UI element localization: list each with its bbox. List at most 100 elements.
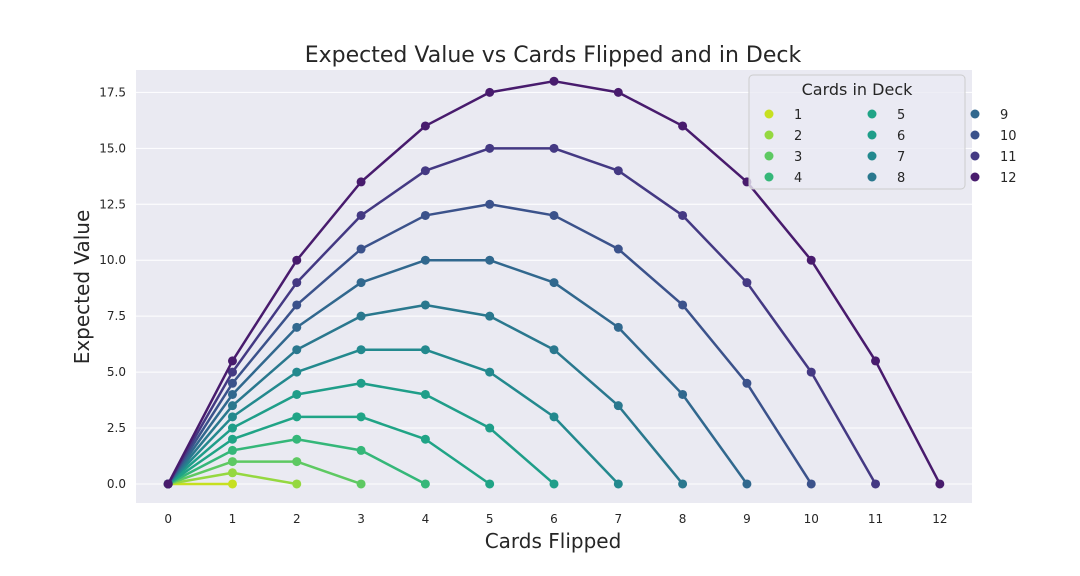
data-point: [227, 367, 237, 377]
data-point: [613, 244, 623, 254]
series-line: [167, 147, 877, 485]
chart-title: Expected Value vs Cards Flipped and in D…: [305, 43, 802, 68]
data-point: [678, 210, 688, 220]
data-point: [356, 378, 366, 388]
legend-label: 9: [1000, 108, 1008, 123]
legend-label: 3: [794, 150, 802, 165]
legend-item: 2: [764, 129, 802, 144]
data-point: [356, 479, 366, 489]
data-point: [806, 367, 816, 377]
data-point: [420, 345, 430, 355]
data-point: [678, 300, 688, 310]
data-point: [613, 322, 623, 332]
data-point: [227, 356, 237, 366]
legend-label: 12: [1000, 171, 1017, 186]
data-point: [227, 423, 237, 433]
data-point: [292, 434, 302, 444]
legend-marker: [970, 172, 980, 182]
legend-marker: [867, 109, 877, 119]
legend-marker: [764, 109, 774, 119]
y-tick-label: 10.0: [99, 253, 126, 267]
legend-item: 7: [867, 150, 905, 165]
y-axis-ticks: 0.0 2.5 5.0 7.5 10.0 12.5 15.0 17.5: [99, 85, 126, 491]
data-point: [485, 311, 495, 321]
data-point: [292, 322, 302, 332]
data-point: [742, 378, 752, 388]
data-point: [742, 278, 752, 288]
legend-label: 10: [1000, 129, 1017, 144]
x-tick-label: 5: [486, 512, 494, 526]
data-point: [227, 468, 237, 478]
legend-label: 5: [897, 108, 905, 123]
x-tick-label: 8: [679, 512, 687, 526]
series-8: [163, 300, 688, 489]
data-point: [549, 143, 559, 153]
legend-label: 2: [794, 129, 802, 144]
data-point: [485, 255, 495, 265]
data-point: [806, 479, 816, 489]
series-line: [167, 348, 620, 485]
data-point: [227, 412, 237, 422]
legend-box: [748, 74, 966, 190]
x-tick-label: 11: [868, 512, 883, 526]
x-tick-label: 10: [804, 512, 819, 526]
legend-marker: [970, 151, 980, 161]
data-point: [871, 479, 881, 489]
data-point: [420, 121, 430, 131]
data-point: [613, 87, 623, 97]
data-point: [420, 166, 430, 176]
data-point: [678, 479, 688, 489]
data-point: [613, 166, 623, 176]
x-tick-label: 6: [550, 512, 558, 526]
legend-item: 6: [867, 129, 905, 144]
legend-item: 1: [764, 108, 802, 123]
data-point: [420, 479, 430, 489]
series-10: [163, 199, 816, 489]
data-point: [356, 445, 366, 455]
data-point: [549, 479, 559, 489]
legend-label: 6: [897, 129, 905, 144]
data-point: [485, 199, 495, 209]
data-point: [549, 412, 559, 422]
data-point: [806, 255, 816, 265]
x-tick-label: 9: [743, 512, 751, 526]
series-line: [167, 460, 362, 486]
series-group: [163, 76, 945, 489]
data-point: [292, 457, 302, 467]
data-point: [292, 255, 302, 265]
data-point: [292, 412, 302, 422]
y-tick-label: 15.0: [99, 141, 126, 155]
legend-item: 3: [764, 150, 802, 165]
data-point: [292, 300, 302, 310]
data-point: [292, 345, 302, 355]
legend-marker: [764, 172, 774, 182]
legend-item: 9: [970, 108, 1008, 123]
data-point: [292, 479, 302, 489]
data-point: [485, 423, 495, 433]
data-point: [742, 479, 752, 489]
data-point: [356, 210, 366, 220]
legend-marker: [764, 130, 774, 140]
legend-marker: [970, 109, 980, 119]
series-12: [163, 76, 945, 489]
legend-item: 11: [970, 150, 1017, 165]
x-tick-label: 2: [293, 512, 301, 526]
data-point: [678, 389, 688, 399]
data-point: [292, 367, 302, 377]
y-axis-label: Expected Value: [70, 210, 94, 365]
data-point: [485, 367, 495, 377]
legend-marker: [970, 130, 980, 140]
legend-item: 12: [970, 171, 1017, 186]
data-point: [549, 76, 559, 86]
legend-label: 8: [897, 171, 905, 186]
data-point: [227, 479, 237, 489]
data-point: [613, 479, 623, 489]
data-point: [420, 210, 430, 220]
data-point: [420, 255, 430, 265]
x-axis-label: Cards Flipped: [485, 529, 622, 553]
data-point: [356, 311, 366, 321]
legend-marker: [764, 151, 774, 161]
x-tick-label: 7: [614, 512, 622, 526]
